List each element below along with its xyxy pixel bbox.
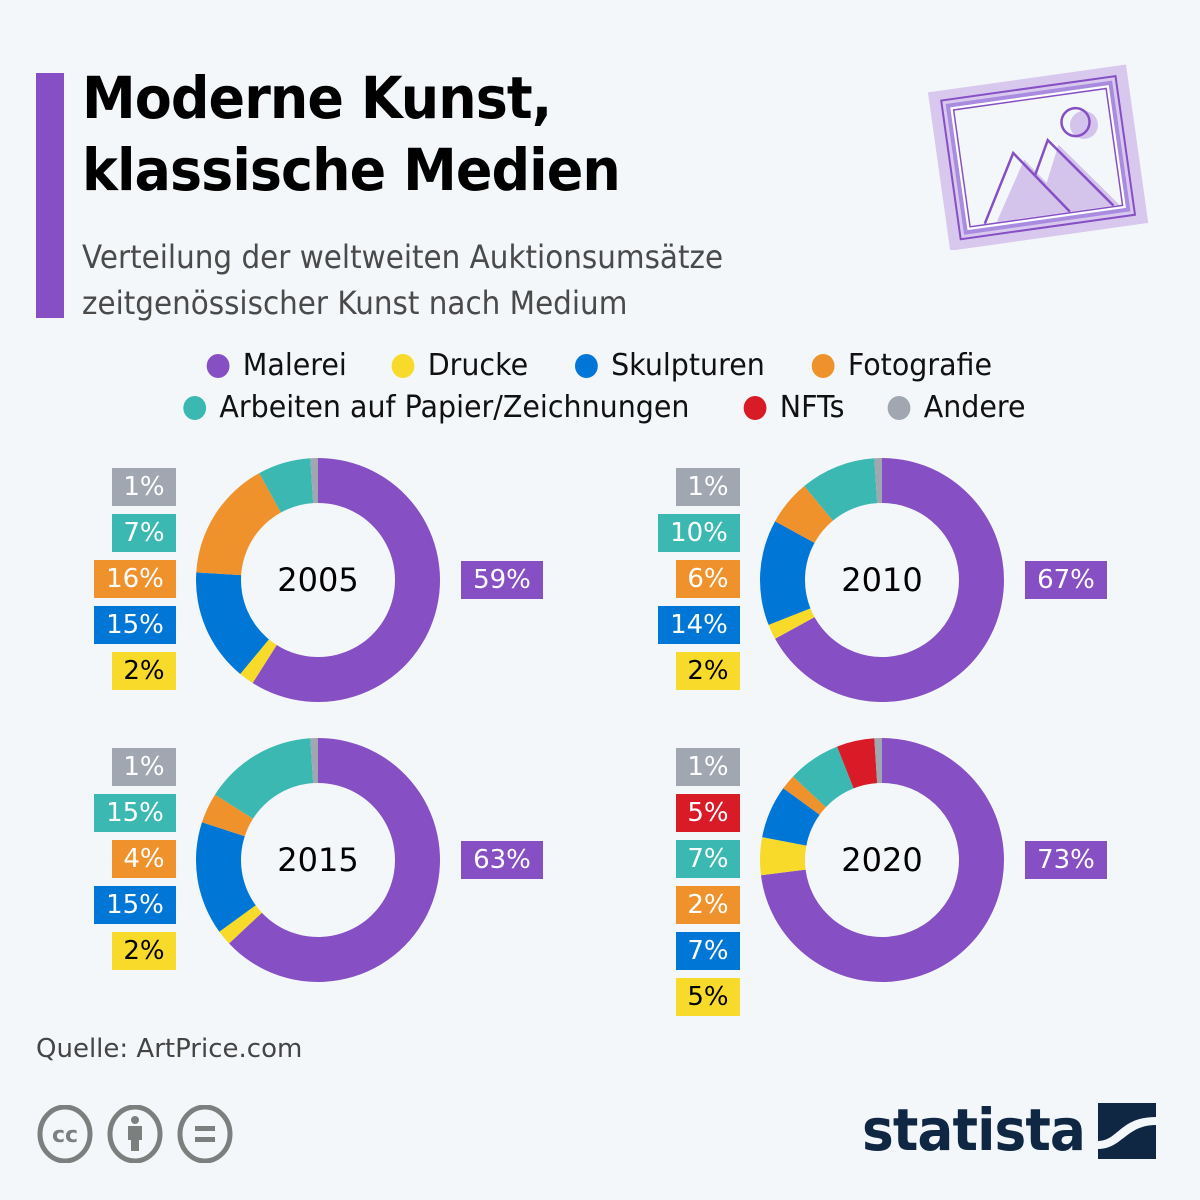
donut-segment-2005-malerei (252, 457, 440, 702)
value-label-fotografie: 6% (676, 560, 740, 598)
donut-segment-2015-fotografie (201, 794, 253, 837)
creative-commons-icon[interactable]: cc (36, 1105, 94, 1163)
donut-segment-2005-andere (310, 458, 318, 504)
donut-segment-2020-fotografie (783, 776, 826, 815)
value-label-malerei: 59% (461, 561, 543, 599)
value-label-fotografie: 16% (94, 560, 176, 598)
legend-item-papier: Arbeiten auf Papier/Zeichnungen (183, 390, 690, 425)
donut-segment-2020-drucke (759, 837, 807, 876)
value-label-arbeiten-auf-papier-zeichnungen: 7% (676, 840, 740, 878)
svg-text:cc: cc (52, 1123, 78, 1148)
value-label-andere: 1% (112, 748, 176, 786)
donut-segment-2020-skulpturen (762, 788, 820, 846)
legend-row-2: Arbeiten auf Papier/Zeichnungen NFTs And… (0, 390, 1200, 428)
legend-dot-icon (574, 353, 598, 378)
legend-dot-icon (206, 353, 230, 378)
donut-segment-2015-skulpturen (195, 822, 256, 932)
legend-item-drucke: Drucke (391, 348, 529, 383)
donut-segment-2010-drucke (768, 608, 815, 639)
donut-segment-2020-arbeiten-auf-papier-zeichnungen (793, 746, 854, 808)
value-label-skulpturen: 14% (658, 606, 740, 644)
donut-segment-2005-drucke (240, 639, 277, 684)
legend-label: Drucke (428, 348, 529, 383)
no-derivatives-icon[interactable] (176, 1105, 234, 1163)
legend-label: Malerei (243, 348, 348, 383)
donut-segment-2010-fotografie (775, 485, 833, 543)
donut-year-label: 2015 (277, 841, 359, 879)
donut-segment-2015-andere (310, 738, 318, 784)
license-icons: cc (36, 1105, 234, 1163)
value-label-drucke: 2% (112, 652, 176, 690)
legend-dot-icon (183, 395, 207, 420)
value-label-drucke: 2% (112, 932, 176, 970)
legend-item-nfts: NFTs (743, 390, 844, 425)
framed-picture-icon (927, 64, 1149, 250)
value-label-arbeiten-auf-papier-zeichnungen: 7% (112, 514, 176, 552)
donut-segment-2005-skulpturen (196, 572, 269, 675)
legend-label: Skulpturen (610, 348, 765, 383)
donut-segment-2005-fotografie (196, 473, 281, 576)
brand-wordmark: statista (862, 1096, 1086, 1164)
donut-segment-2010-andere (874, 458, 882, 504)
value-label-skulpturen: 15% (94, 886, 176, 924)
value-label-fotografie: 4% (112, 840, 176, 878)
subtitle-line-2: zeitgenössischer Kunst nach Medium (82, 284, 628, 322)
donut-segment-2010-arbeiten-auf-papier-zeichnungen (804, 458, 878, 521)
value-label-andere: 1% (112, 468, 176, 506)
value-label-malerei: 73% (1025, 841, 1107, 879)
value-label-skulpturen: 7% (676, 932, 740, 970)
value-label-drucke: 5% (676, 978, 740, 1016)
donut-segment-2010-skulpturen (760, 521, 815, 625)
legend-dot-icon (391, 353, 415, 378)
subtitle: Verteilung der weltweiten Auktionsumsätz… (82, 234, 723, 326)
title-line-1: Moderne Kunst, (82, 64, 552, 132)
legend-item-malerei: Malerei (206, 348, 348, 383)
donut-segment-2020-andere (874, 738, 882, 784)
donut-year-label: 2020 (841, 841, 923, 879)
legend-dot-icon (888, 395, 911, 420)
value-label-arbeiten-auf-papier-zeichnungen: 15% (94, 794, 176, 832)
donut-year-label: 2005 (277, 561, 359, 599)
value-label-skulpturen: 15% (94, 606, 176, 644)
value-label-andere: 1% (676, 468, 740, 506)
donut-segment-2020-nfts (837, 738, 878, 789)
source-note: Quelle: ArtPrice.com (36, 1034, 303, 1064)
value-label-andere: 1% (676, 748, 740, 786)
donut-year-label: 2010 (841, 561, 923, 599)
accent-bar (36, 73, 64, 318)
donut-segment-2015-arbeiten-auf-papier-zeichnungen (214, 738, 314, 819)
donut-segment-2015-malerei (229, 738, 440, 983)
value-label-malerei: 63% (461, 841, 543, 879)
legend-item-skulpturen: Skulpturen (574, 348, 765, 383)
legend-item-fotografie: Fotografie (811, 348, 992, 383)
title-line-2: klassische Medien (82, 136, 621, 204)
donut-segment-2020-malerei (760, 738, 1005, 982)
value-label-drucke: 2% (676, 652, 740, 690)
value-label-malerei: 67% (1025, 561, 1107, 599)
statista-logo[interactable]: statista (862, 1096, 1157, 1164)
subtitle-line-1: Verteilung der weltweiten Auktionsumsätz… (82, 238, 724, 276)
legend-row-1: Malerei Drucke Skulpturen Fotografie (0, 348, 1200, 386)
attribution-icon[interactable] (106, 1105, 164, 1163)
page-title: Moderne Kunst, klassische Medien (82, 62, 621, 206)
statista-mark-icon (1098, 1103, 1157, 1159)
legend-item-andere: Andere (888, 390, 1026, 425)
donut-segment-2010-malerei (775, 458, 1004, 703)
value-label-fotografie: 2% (676, 886, 740, 924)
legend-label: Andere (924, 390, 1026, 425)
legend-label: NFTs (779, 390, 845, 425)
legend-label: Fotografie (847, 348, 992, 383)
donut-segment-2005-arbeiten-auf-papier-zeichnungen (259, 458, 314, 513)
value-label-arbeiten-auf-papier-zeichnungen: 10% (658, 514, 740, 552)
legend-dot-icon (811, 353, 835, 378)
legend-dot-icon (743, 395, 767, 420)
legend-label: Arbeiten auf Papier/Zeichnungen (219, 390, 690, 425)
donut-segment-2015-drucke (219, 905, 262, 944)
value-label-nfts: 5% (676, 794, 740, 832)
